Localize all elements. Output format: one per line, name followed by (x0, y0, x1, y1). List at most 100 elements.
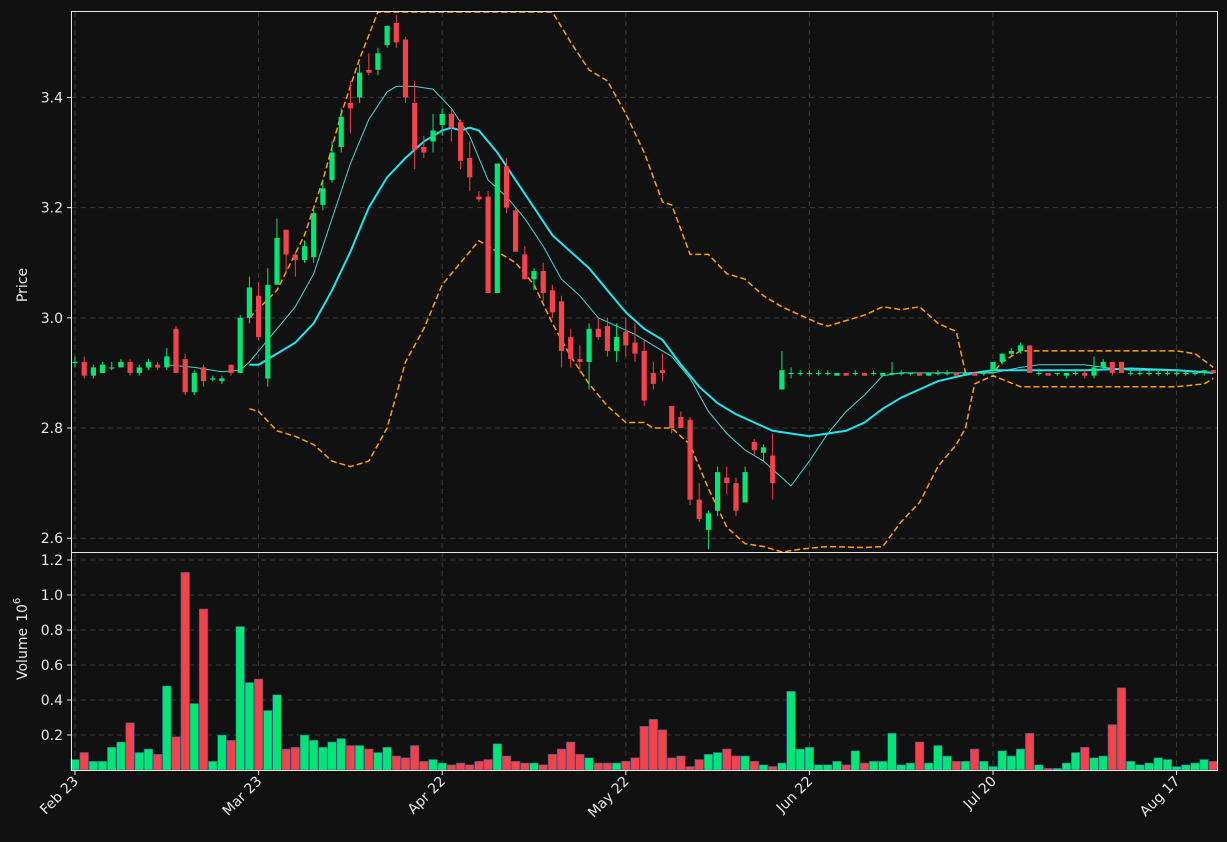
candle-body-100 (990, 361, 996, 371)
candle-body-70 (715, 472, 721, 511)
volume-bar-68 (694, 759, 704, 771)
price-tick-label-3: 3.2 (41, 201, 63, 217)
volume-bar-65 (667, 757, 677, 771)
volume-bar-35 (391, 755, 401, 771)
volume-bar-79 (795, 748, 805, 771)
candle-body-55 (577, 359, 583, 362)
volume-bar-93 (924, 762, 934, 771)
volume-bar-59 (611, 762, 622, 771)
volume-bar-18 (235, 626, 245, 771)
price-tick-label-4: 3.4 (41, 90, 63, 106)
volume-bar-24 (290, 746, 300, 771)
volume-bar-37 (410, 745, 420, 771)
volume-bar-6 (125, 722, 135, 771)
volume-bar-3 (97, 760, 108, 771)
volume-bar-33 (373, 752, 383, 771)
candle-body-67 (687, 419, 693, 500)
volume-bar-49 (520, 762, 530, 771)
candle-body-99 (981, 372, 987, 375)
volume-bar-45 (483, 759, 493, 771)
volume-bar-115 (1126, 760, 1136, 771)
volume-bar-94 (933, 745, 943, 771)
candle-body-111 (1091, 367, 1097, 376)
candle-body-122 (1192, 372, 1198, 375)
candle-body-123 (1201, 370, 1207, 373)
candle-body-7 (136, 367, 142, 373)
candle-body-41 (448, 113, 454, 128)
candle-body-40 (439, 113, 445, 125)
volume-bar-92 (914, 741, 925, 771)
candle-body-98 (972, 372, 978, 376)
volume-bar-96 (951, 760, 961, 771)
candle-body-1 (81, 361, 87, 376)
candle-body-17 (228, 364, 234, 373)
volume-tick-label-2: 0.6 (41, 658, 63, 674)
candle-body-93 (926, 372, 932, 376)
candle-body-51 (540, 271, 546, 293)
candle-body-74 (751, 441, 757, 451)
volume-bar-48 (510, 760, 521, 771)
volume-bar-74 (749, 760, 759, 771)
candle-body-91 (907, 372, 913, 375)
candle-body-113 (1109, 361, 1115, 373)
volume-bar-123 (1199, 759, 1209, 771)
volume-panel-frame (71, 552, 1218, 771)
volume-bar-110 (1080, 746, 1090, 771)
volume-bar-13 (189, 703, 199, 771)
candle-body-78 (788, 372, 794, 375)
volume-axis-label-text: Volume (15, 628, 31, 680)
volume-bar-116 (1135, 764, 1145, 771)
candle-body-114 (1118, 361, 1125, 373)
volume-bar-12 (180, 571, 190, 771)
candle-body-119 (1164, 372, 1170, 375)
candle-body-83 (834, 372, 840, 376)
volume-y-axis: 0.2 0.4 0.6 0.8 1.0 1.2 (41, 553, 72, 744)
volume-bar-108 (1061, 762, 1071, 771)
candle-body-25 (301, 246, 308, 260)
candle-body-15 (210, 378, 216, 380)
candle-body-11 (173, 328, 179, 373)
volume-bar-106 (1043, 767, 1053, 771)
volume-bar-44 (474, 760, 484, 771)
volume-bar-114 (1116, 687, 1127, 771)
bollinger-bands (248, 11, 1214, 553)
candle-body-33 (375, 53, 381, 70)
price-y-axis: 2.6 2.8 3.0 3.2 3.4 (41, 90, 72, 547)
volume-bar-102 (1006, 755, 1016, 771)
volume-bar-46 (492, 743, 502, 771)
volume-bar-10 (162, 685, 172, 771)
volume-bar-39 (428, 759, 438, 771)
volume-bar-75 (758, 764, 769, 771)
candle-body-34 (384, 25, 390, 46)
volume-bar-47 (501, 755, 512, 771)
candle-body-92 (917, 372, 923, 376)
volume-bar-34 (382, 746, 392, 771)
candle-body-101 (999, 353, 1005, 362)
candle-body-84 (843, 372, 849, 376)
volume-bar-82 (823, 764, 833, 771)
candle-body-59 (614, 337, 620, 351)
candle-body-102 (1008, 350, 1014, 354)
volume-bar-20 (254, 678, 264, 771)
volume-bar-105 (1034, 764, 1044, 771)
candle-body-120 (1174, 372, 1180, 375)
candle-body-54 (568, 337, 574, 360)
candle-body-3 (99, 364, 106, 373)
volume-bar-95 (942, 755, 952, 771)
candle-body-30 (347, 102, 353, 109)
volume-bar-25 (299, 734, 310, 771)
volume-bar-43 (465, 764, 475, 771)
candle-body-87 (871, 372, 877, 375)
volume-bar-62 (639, 725, 649, 771)
volume-bar-88 (878, 760, 888, 771)
candle-body-9 (155, 364, 161, 368)
candle-body-0 (72, 361, 78, 364)
volume-axis-scale: 10 (15, 604, 31, 622)
candle-body-64 (659, 370, 666, 373)
volume-bar-52 (547, 753, 557, 771)
candle-body-6 (127, 361, 133, 373)
volume-bar-91 (905, 762, 915, 771)
candle-body-95 (944, 372, 950, 375)
candle-body-82 (825, 372, 831, 375)
candle-body-85 (852, 372, 858, 375)
